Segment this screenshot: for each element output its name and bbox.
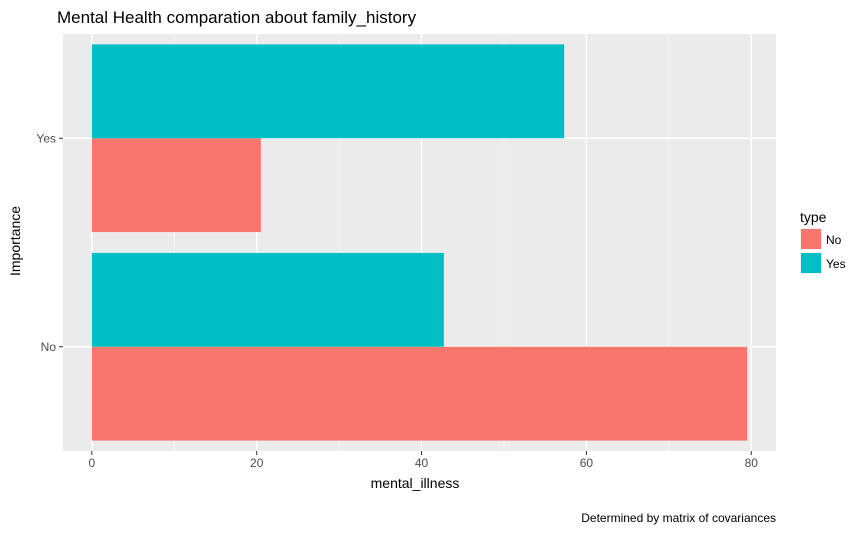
chart-caption: Determined by matrix of covariances <box>581 511 776 525</box>
x-tick-label: 40 <box>415 456 429 470</box>
legend-label: Yes <box>826 257 846 271</box>
x-tick-label: 20 <box>250 456 264 470</box>
bar-no-no <box>91 346 748 441</box>
x-tick-label: 60 <box>580 456 594 470</box>
bar-yes-no <box>91 138 261 233</box>
chart-title: Mental Health comparation about family_h… <box>57 8 417 27</box>
y-tick-label: Yes <box>36 131 56 145</box>
legend-swatch-yes <box>801 253 821 273</box>
legend-swatch-no <box>801 229 821 249</box>
x-tick-label: 0 <box>89 456 96 470</box>
legend: type No Yes <box>800 209 846 274</box>
bar-yes-yes <box>91 44 565 139</box>
bar-no-yes <box>91 252 444 347</box>
x-axis-label: mental_illness <box>371 475 460 491</box>
legend-title: type <box>800 209 827 225</box>
x-axis: 0 20 40 60 80 <box>89 451 759 470</box>
y-axis: No Yes <box>36 131 63 354</box>
x-tick-label: 80 <box>745 456 759 470</box>
legend-label: No <box>826 233 842 247</box>
y-axis-label: Importance <box>7 206 23 276</box>
y-tick-label: No <box>41 340 57 354</box>
bars <box>91 44 748 441</box>
